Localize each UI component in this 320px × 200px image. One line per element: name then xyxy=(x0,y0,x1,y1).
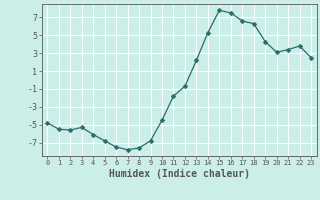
X-axis label: Humidex (Indice chaleur): Humidex (Indice chaleur) xyxy=(109,169,250,179)
